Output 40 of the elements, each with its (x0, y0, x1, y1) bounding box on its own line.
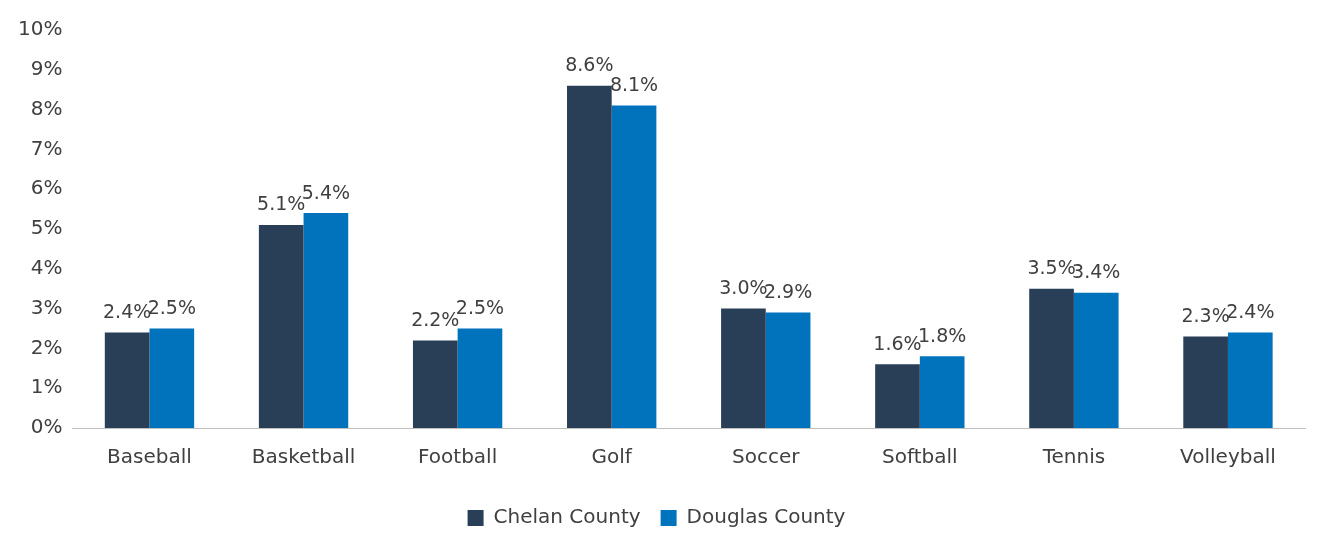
legend-label: Chelan County (493, 504, 641, 529)
data-label: 8.1% (609, 73, 659, 96)
y-tick-label: 3% (30, 294, 63, 319)
bar (1183, 336, 1228, 428)
bar (1227, 332, 1273, 428)
y-tick-label: 9% (30, 56, 63, 80)
x-tick-label: Football (418, 444, 498, 469)
data-label: 2.5% (455, 295, 505, 318)
y-tick-label: 1% (30, 374, 63, 399)
x-tick-label: Softball (882, 444, 958, 469)
bar (457, 328, 503, 428)
y-tick-label: 4% (30, 255, 63, 279)
bar (919, 356, 965, 428)
legend-label: Douglas County (686, 504, 846, 529)
bar (303, 213, 349, 428)
x-tick-label: Volleyball (1180, 444, 1276, 469)
x-tick-label: Baseball (107, 444, 192, 469)
bar (765, 312, 811, 428)
x-tick-label: Soccer (732, 444, 801, 469)
bar (1073, 292, 1119, 428)
y-tick-label: 10% (18, 16, 63, 41)
y-tick-label: 7% (30, 135, 63, 160)
bar (721, 308, 766, 428)
bar (258, 225, 304, 428)
y-tick-label: 6% (30, 175, 63, 200)
data-label: 8.6% (565, 53, 614, 76)
x-tick-label: Golf (591, 444, 633, 469)
x-tick-label: Tennis (1041, 444, 1106, 469)
y-tick-label: 8% (30, 95, 63, 120)
y-tick-label: 0% (30, 414, 63, 439)
bar (149, 328, 195, 428)
bar (611, 105, 657, 428)
y-tick-label: 5% (30, 215, 63, 240)
bar (412, 340, 458, 428)
y-tick-label: 2% (30, 334, 63, 359)
bar (104, 332, 150, 428)
bar (567, 85, 612, 428)
x-tick-label: Basketball (251, 444, 356, 469)
bar (875, 364, 920, 428)
bar (1029, 288, 1074, 428)
